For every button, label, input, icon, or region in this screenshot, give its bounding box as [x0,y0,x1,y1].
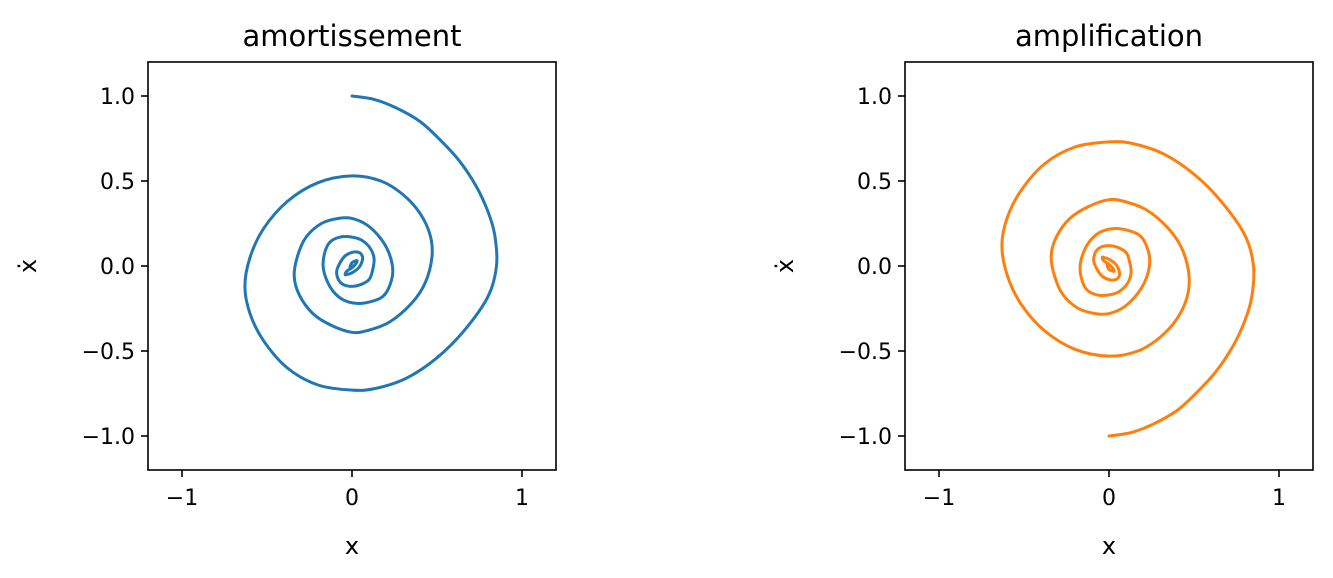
x-axis-label: x [345,532,359,560]
panel-amplification: amplification −1 0 1 −1.0 −0.5 0.0 0.5 1.0 x ẋ [771,19,1314,560]
y-tick-label: −1.0 [839,425,892,450]
x-tick-label: 0 [345,486,359,511]
panel-amortissement: amortissement −1 0 1 −1.0 −0.5 0.0 0.5 1.0 x ẋ [14,19,557,560]
x-tick-label: 0 [1102,486,1116,511]
y-tick-label: 0.5 [857,170,892,195]
plot-area [1000,140,1256,438]
chart-title: amortissement [242,19,461,53]
x-tick-label: −1 [166,486,198,511]
chart-title: amplification [1015,19,1203,53]
y-tick-label: 0.5 [100,170,135,195]
y-tick-label: −0.5 [82,340,135,365]
spiral-trajectory-line [1000,140,1256,438]
axes-frame [904,61,1314,471]
y-tick-label: 1.0 [857,85,892,110]
y-tick-label: 0.0 [857,255,892,280]
y-tick-label: −0.5 [839,340,892,365]
x-axis-label: x [1102,532,1116,560]
ticks: −1 0 1 −1.0 −0.5 0.0 0.5 1.0 [839,85,1286,511]
axes-frame [147,61,557,471]
x-tick-label: −1 [923,486,955,511]
x-tick-label: 1 [515,486,529,511]
y-axis-label: ẋ [14,259,42,273]
spiral-trajectory-line [243,94,499,392]
ticks: −1 0 1 −1.0 −0.5 0.0 0.5 1.0 [82,85,529,511]
y-tick-label: −1.0 [82,425,135,450]
y-tick-label: 1.0 [100,85,135,110]
y-tick-label: 0.0 [100,255,135,280]
plot-area [243,94,499,392]
x-tick-label: 1 [1272,486,1286,511]
y-axis-label: ẋ [771,259,799,273]
